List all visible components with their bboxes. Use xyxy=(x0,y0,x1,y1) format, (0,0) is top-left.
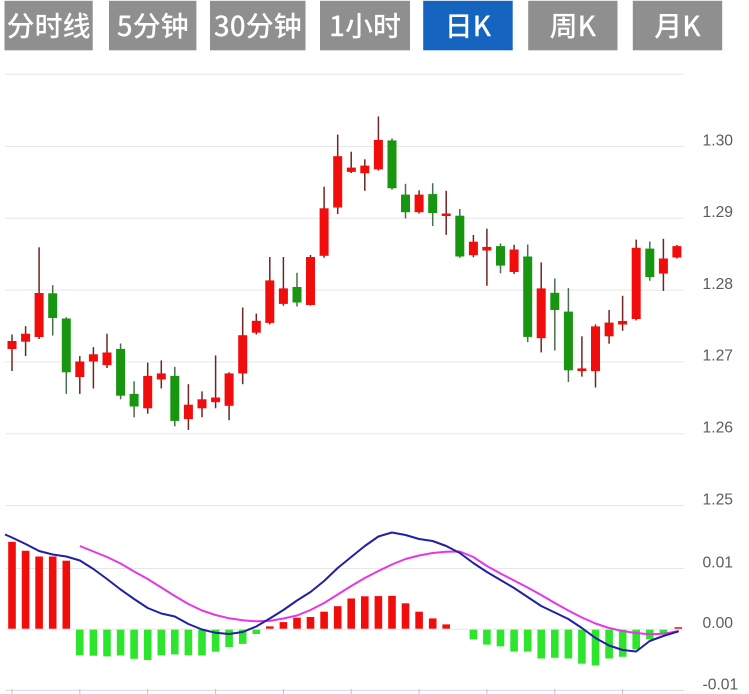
svg-text:0.00: 0.00 xyxy=(703,615,734,632)
svg-text:1.25: 1.25 xyxy=(703,491,734,508)
svg-text:1.26: 1.26 xyxy=(703,420,734,437)
svg-text:-0.01: -0.01 xyxy=(703,677,739,694)
svg-text:1.27: 1.27 xyxy=(703,348,734,365)
svg-text:1.28: 1.28 xyxy=(703,276,734,293)
svg-text:1.30: 1.30 xyxy=(703,132,734,149)
svg-text:1.29: 1.29 xyxy=(703,204,734,221)
svg-text:0.01: 0.01 xyxy=(703,554,734,571)
